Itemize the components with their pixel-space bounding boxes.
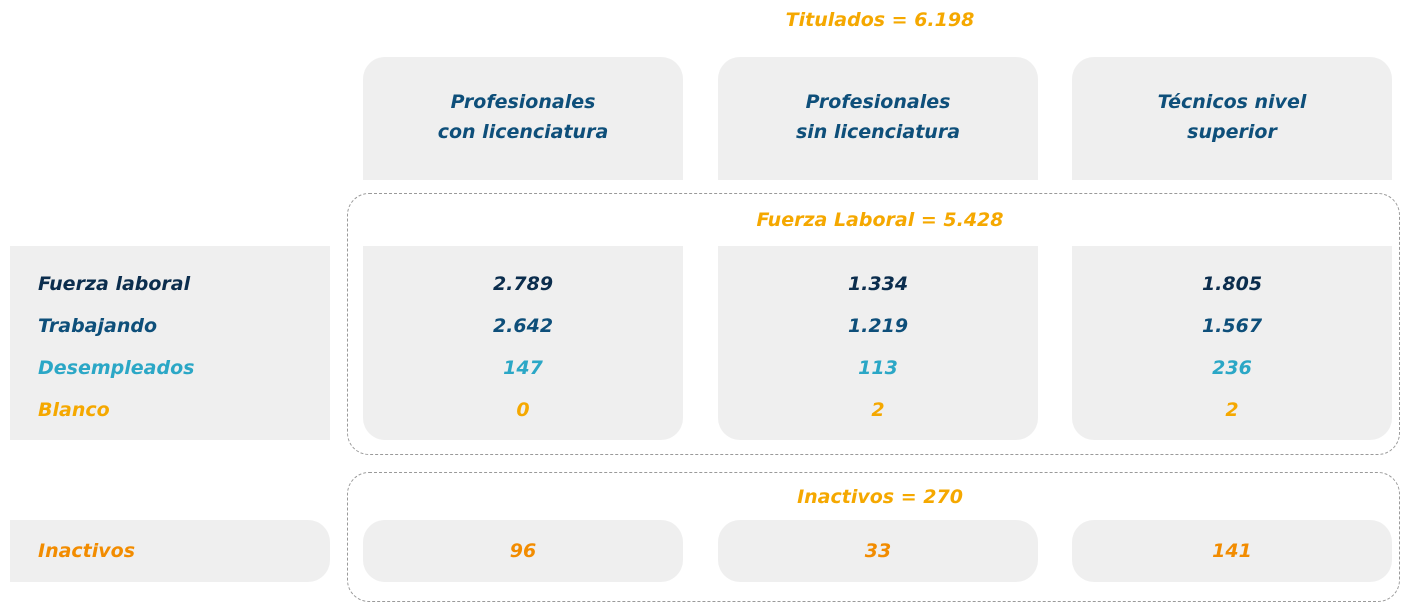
row-label: Desempleados [38,357,195,379]
value: 96 [509,540,537,562]
group-label: Inactivos = 270 [797,486,963,508]
value: 33 [864,540,892,562]
value-cell [363,520,683,582]
value-cell [1072,246,1392,440]
header-text: Profesionales [805,91,951,113]
value-cell [1072,520,1392,582]
group-label: Fuerza Laboral = 5.428 [756,209,1004,231]
row-label-cell [10,246,330,440]
value: 1.219 [847,315,909,337]
header-text: sin licenciatura [795,121,961,143]
header-text: con licenciatura [437,121,609,143]
row-label-cell [10,520,330,582]
value: 1.567 [1201,315,1263,337]
value: 2 [1225,399,1239,421]
header-text: superior [1187,121,1277,143]
header-text: Técnicos nivel [1157,91,1307,113]
row-label: Blanco [38,399,110,421]
value-cell [718,246,1038,440]
value: 2.789 [492,273,554,295]
value-cell [363,246,683,440]
header-cell [1072,57,1392,180]
header-cell [718,57,1038,180]
title: Titulados = 6.198 [785,9,975,31]
value: 147 [503,357,543,379]
row-label: Inactivos [38,540,136,562]
value-cell [718,520,1038,582]
value: 2.642 [492,315,554,337]
value: 236 [1212,357,1252,379]
row-label: Trabajando [38,315,158,337]
value: 1.334 [847,273,909,295]
header-cell [363,57,683,180]
group-outline [347,193,1400,455]
value: 1.805 [1201,273,1263,295]
value: 2 [871,399,885,421]
value: 0 [516,399,530,421]
value: 141 [1212,540,1252,562]
row-label: Fuerza laboral [38,273,191,295]
value: 113 [858,357,898,379]
header-text: Profesionales [450,91,596,113]
